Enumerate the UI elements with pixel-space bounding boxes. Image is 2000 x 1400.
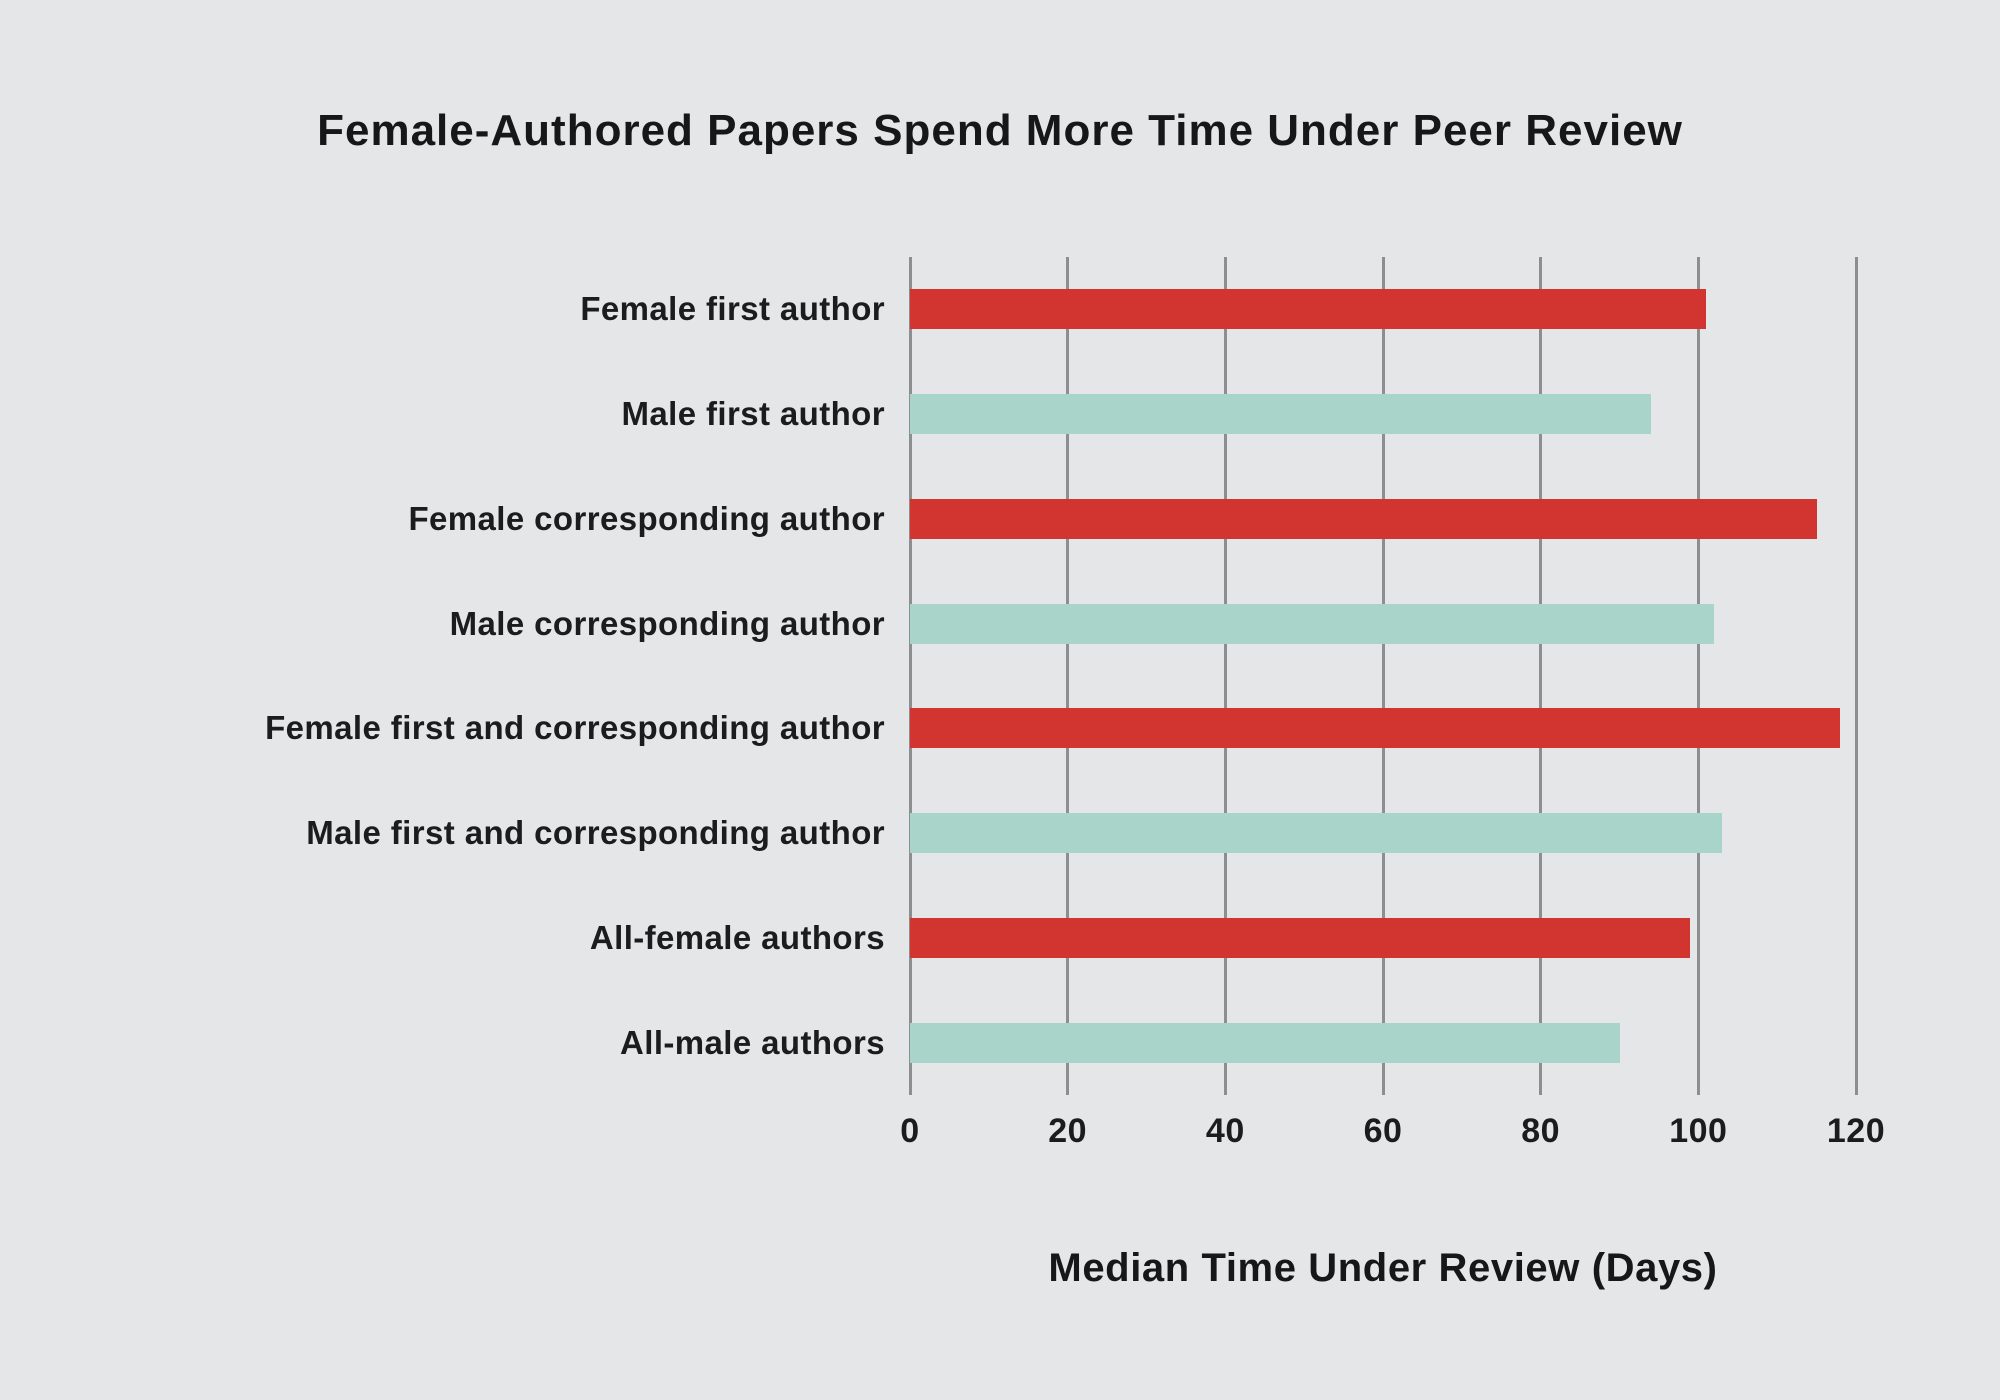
bar-female (910, 708, 1841, 749)
category-label: Female corresponding author (408, 499, 885, 537)
gridline-120 (1854, 257, 1858, 1095)
bar-track (910, 676, 1856, 781)
bar-track (910, 257, 1856, 362)
bar-row: All-female authors (0, 886, 1856, 991)
category-label: All-male authors (620, 1023, 885, 1061)
bar-male (910, 813, 1722, 854)
bar-row: Female first and corresponding author (0, 676, 1856, 781)
x-tick-label: 80 (1521, 1112, 1561, 1150)
x-tick-label: 0 (900, 1112, 920, 1150)
category-label: All-female authors (589, 918, 885, 956)
x-axis-title: Median Time Under Review (Days) (1048, 1246, 1718, 1290)
bar-row: All-male authors (0, 990, 1856, 1095)
x-tick-label: 120 (1826, 1112, 1886, 1150)
chart-title: Female-Authored Papers Spend More Time U… (317, 106, 1683, 155)
gridline-60 (1381, 257, 1385, 1095)
plot-area (908, 257, 1858, 1095)
x-axis-ticks: 0 20 40 60 80 100 120 (900, 1112, 1884, 1156)
bar-row: Male first author (0, 362, 1856, 467)
bar-track (910, 362, 1856, 467)
category-label: Male first author (621, 395, 885, 433)
category-label: Male corresponding author (449, 604, 885, 642)
x-tick-label: 40 (1205, 1112, 1245, 1150)
gridline-20 (1066, 257, 1070, 1095)
gridline-80 (1539, 257, 1543, 1095)
bar-track (910, 571, 1856, 676)
bar-row: Male first and corresponding author (0, 781, 1856, 886)
bar-female (910, 917, 1691, 958)
bar-track (910, 467, 1856, 572)
gridline-40 (1223, 257, 1227, 1095)
bar-track (910, 886, 1856, 991)
bar-rows: Female first author Male first author Fema… (0, 257, 1856, 1095)
bar-track (910, 990, 1856, 1095)
bar-male (910, 1022, 1620, 1063)
x-tick-label: 100 (1669, 1112, 1728, 1150)
bar-row: Female corresponding author (0, 467, 1856, 572)
bar-row: Female first author (0, 257, 1856, 362)
x-tick-label: 20 (1048, 1112, 1088, 1150)
bar-female (910, 289, 1707, 330)
gridline-100 (1696, 257, 1700, 1095)
gridline-0 (908, 257, 912, 1095)
category-label: Male first and corresponding author (306, 814, 885, 852)
category-label: Female first author (580, 290, 885, 328)
bar-track (910, 781, 1856, 886)
bar-male (910, 603, 1715, 644)
bar-male (910, 394, 1652, 435)
bar-female (910, 498, 1817, 539)
category-label: Female first and corresponding author (265, 709, 885, 747)
x-tick-label: 60 (1363, 1112, 1403, 1150)
bar-row: Male corresponding author (0, 571, 1856, 676)
